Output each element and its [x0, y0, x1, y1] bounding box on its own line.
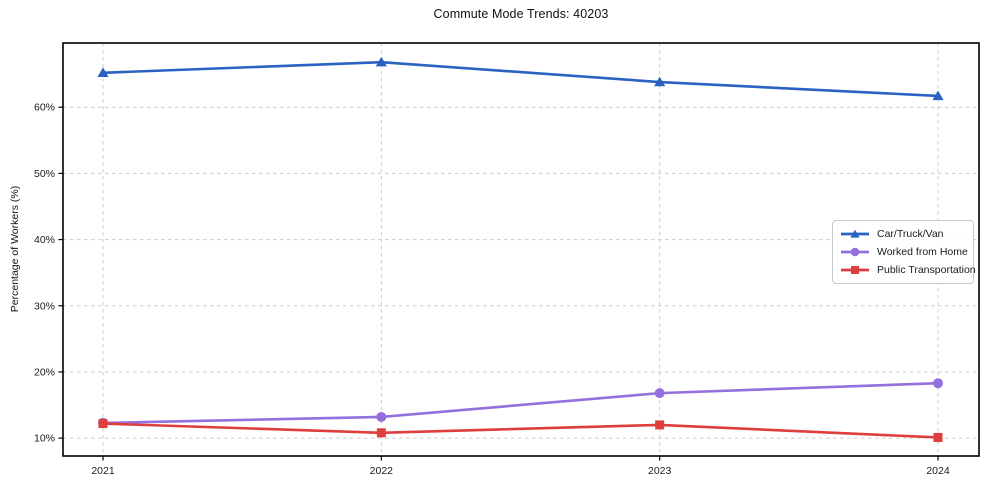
y-axis-tick-label: 20%: [34, 366, 55, 378]
legend-square-marker-icon: [841, 266, 869, 274]
x-axis-tick-label: 2021: [91, 465, 115, 477]
x-axis-tick-label: 2024: [926, 465, 950, 477]
y-axis-tick-label: 30%: [34, 300, 55, 312]
legend-marker: [850, 247, 860, 257]
legend-item-public-transportation: Public Transportation: [840, 263, 976, 277]
legend-item-worked-from-home: Worked from Home: [840, 245, 968, 259]
y-axis-tick-label: 50%: [34, 168, 55, 180]
marker-public-transportation: [98, 419, 108, 429]
marker-worked-from-home: [654, 388, 665, 399]
y-axis-tick-label: 10%: [34, 433, 55, 445]
marker-public-transportation: [376, 428, 386, 438]
y-axis-tick-label: 60%: [34, 102, 55, 114]
marker-car-truck-van: [97, 67, 109, 77]
series-line-worked-from-home: [101, 381, 940, 425]
x-axis-tick-label: 2023: [648, 465, 672, 477]
plot-border: [62, 42, 980, 457]
marker-worked-from-home: [933, 378, 943, 389]
y-axis-label: Percentage of Workers (%): [9, 185, 21, 313]
legend-marker: [850, 229, 860, 238]
marker-car-truck-van: [375, 56, 387, 67]
series-line-car-truck-van: [101, 60, 940, 98]
marker-car-truck-van: [932, 90, 944, 101]
marker-public-transportation: [933, 432, 943, 442]
marker-worked-from-home: [376, 411, 387, 422]
series-line-public-transportation: [101, 422, 940, 439]
legend-label: Car/Truck/Van: [877, 228, 944, 240]
legend-item-car-truck-van: Car/Truck/Van: [840, 227, 965, 241]
marker-car-truck-van: [654, 76, 666, 87]
chart-title: Commute Mode Trends: 40203: [433, 7, 609, 21]
y-axis-tick-label: 40%: [34, 234, 55, 246]
legend: Car/Truck/Van Worked from Home Public Tran…: [832, 220, 976, 284]
legend-triangle-marker-icon: [841, 229, 869, 238]
marker-public-transportation: [655, 420, 665, 430]
legend-marker: [851, 266, 859, 274]
x-axis-tick-label: 2022: [370, 465, 394, 477]
legend-label: Public Transportation: [877, 264, 976, 276]
legend-circle-marker-icon: [841, 247, 869, 257]
legend-label: Worked from Home: [877, 246, 968, 258]
